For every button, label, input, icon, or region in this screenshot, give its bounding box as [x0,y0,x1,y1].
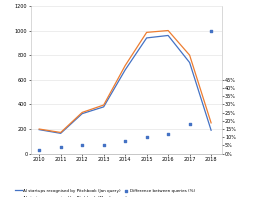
Difference between queries (%) [144,136,148,139]
Legend: AI startups recognised by Pitchbook (Jan query), Difference between queries (%): AI startups recognised by Pitchbook (Jan… [15,188,195,193]
Difference between queries (%) [80,143,84,146]
Difference between queries (%) [37,148,41,151]
AI startups recognised by Pitchbook (Jan query) [59,132,62,135]
AI startups recognised by Pitchbook (Jan query) [38,128,41,131]
Difference between queries (%) [123,140,127,143]
AI startups recognised by Pitchbook (March query) [187,54,190,56]
AI startups recognised by Pitchbook (March query) [38,128,41,130]
AI startups recognised by Pitchbook (March query) [102,104,105,106]
Line: AI startups recognised by Pitchbook (Jan query): AI startups recognised by Pitchbook (Jan… [39,35,210,133]
AI startups recognised by Pitchbook (Jan query) [166,34,169,37]
AI startups recognised by Pitchbook (March query) [209,122,212,124]
Difference between queries (%) [187,123,191,126]
AI startups recognised by Pitchbook (Jan query) [145,37,148,39]
Difference between queries (%) [101,143,105,146]
Difference between queries (%) [208,29,212,32]
AI startups recognised by Pitchbook (Jan query) [209,129,212,131]
AI startups recognised by Pitchbook (March query) [123,64,126,67]
Difference between queries (%) [58,146,62,149]
AI startups recognised by Pitchbook (March query) [59,131,62,134]
Difference between queries (%) [165,132,169,136]
AI startups recognised by Pitchbook (Jan query) [123,69,126,71]
Line: AI startups recognised by Pitchbook (March query): AI startups recognised by Pitchbook (Mar… [39,31,210,133]
AI startups recognised by Pitchbook (Jan query) [80,112,83,115]
AI startups recognised by Pitchbook (Jan query) [187,61,190,64]
AI startups recognised by Pitchbook (March query) [166,29,169,32]
Legend: AI startups recognised by Pitchbook (March query): AI startups recognised by Pitchbook (Mar… [15,196,126,197]
AI startups recognised by Pitchbook (March query) [145,31,148,33]
AI startups recognised by Pitchbook (March query) [80,111,83,114]
AI startups recognised by Pitchbook (Jan query) [102,106,105,108]
